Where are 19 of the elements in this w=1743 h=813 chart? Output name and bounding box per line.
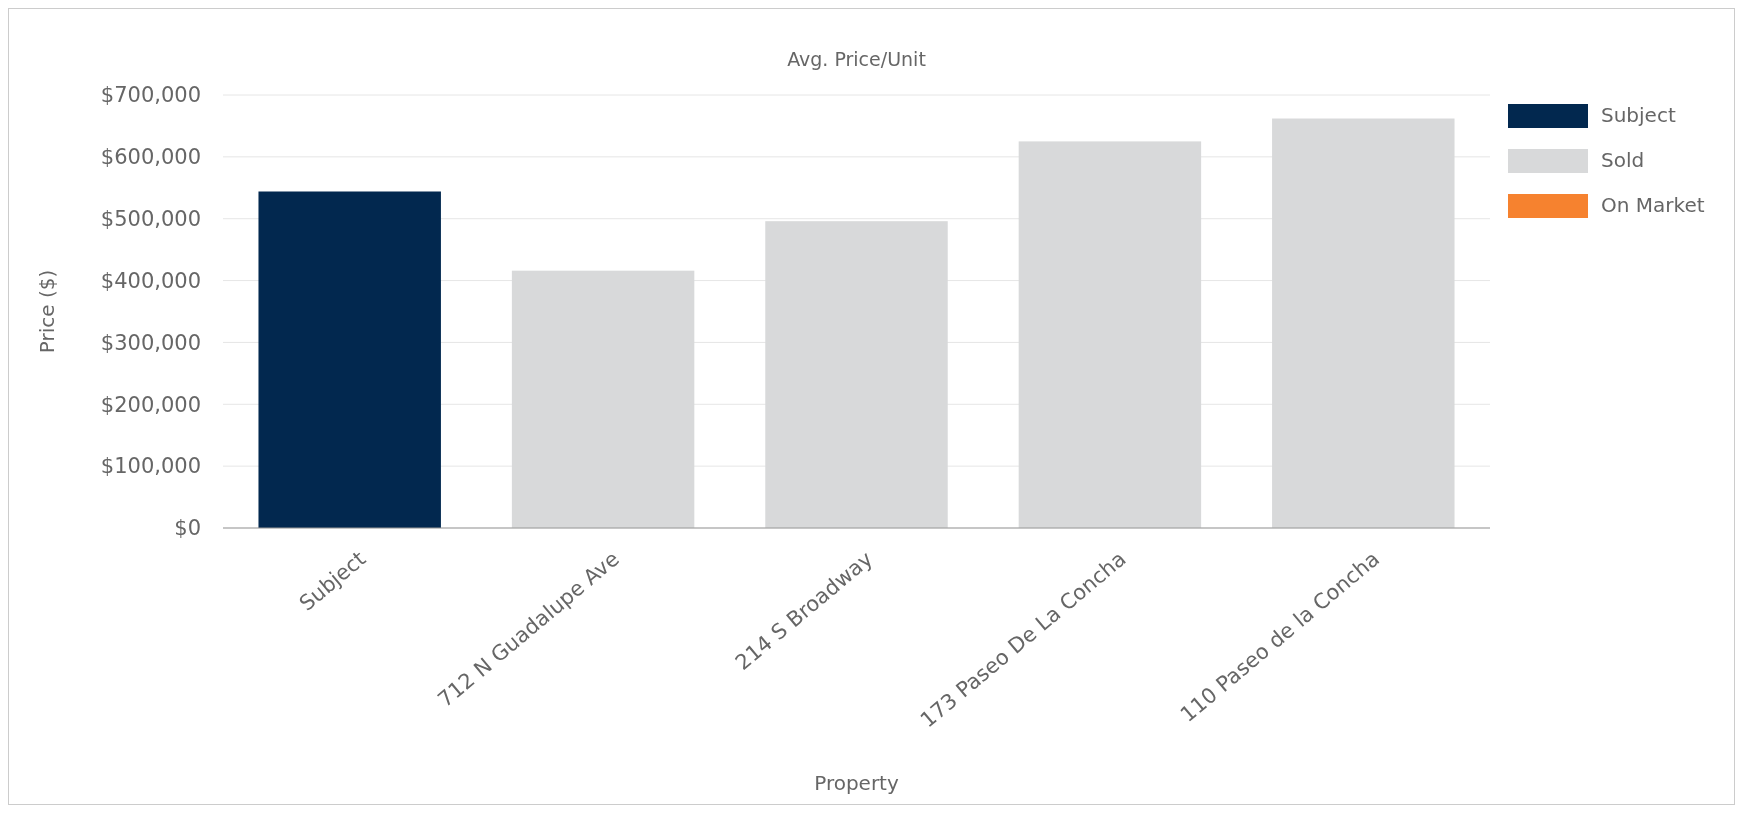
y-tick-label: $700,000: [100, 83, 201, 108]
bar: [765, 221, 948, 528]
bar: [258, 191, 441, 528]
y-axis-title: Price ($): [35, 269, 59, 354]
x-axis-title: Property: [814, 771, 899, 795]
bar: [1272, 118, 1455, 528]
bar: [511, 270, 695, 528]
y-tick-label: $300,000: [100, 330, 201, 355]
legend-label: Subject: [1601, 103, 1676, 127]
chart-title: Avg. Price/Unit: [787, 48, 926, 70]
y-tick-label: $500,000: [100, 207, 201, 232]
y-tick-label: $100,000: [100, 454, 201, 479]
y-tick-label: $200,000: [100, 392, 201, 417]
y-tick-label: $400,000: [100, 268, 201, 293]
y-tick-label: $600,000: [100, 145, 201, 170]
bar: [1018, 141, 1202, 528]
y-tick-label: $0: [174, 516, 201, 541]
legend-label: Sold: [1601, 148, 1645, 172]
legend-label: On Market: [1601, 193, 1705, 217]
